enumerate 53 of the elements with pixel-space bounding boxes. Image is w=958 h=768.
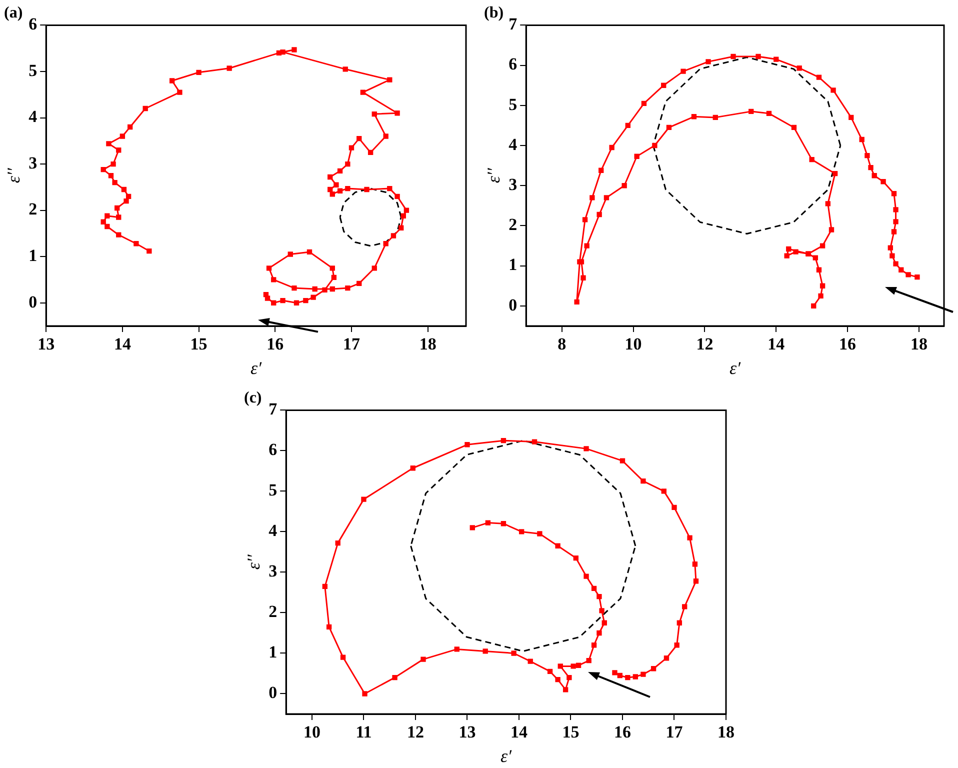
y-tick-label: 1	[268, 642, 278, 662]
y-tick-label: 3	[28, 153, 38, 172]
chart-title: (a)	[4, 4, 23, 22]
y-tick-label: 3	[268, 562, 278, 581]
x-tick-label: 17	[342, 334, 360, 354]
x-tick-label: 14	[114, 334, 132, 354]
y-tick-label: 6	[508, 54, 518, 74]
x-tick-label: 13	[458, 722, 476, 742]
x-tick-label: 16	[839, 334, 856, 354]
y-tick-label: 0	[28, 292, 38, 312]
x-axis-title: ε′	[250, 358, 263, 378]
y-tick-label: 2	[268, 602, 278, 622]
y-tick-label: 0	[508, 295, 518, 314]
y-tick-label: 2	[508, 215, 518, 234]
x-tick-label: 11	[356, 722, 372, 742]
y-axis-title: ε′′	[4, 167, 24, 184]
y-tick-label: 4	[28, 107, 38, 126]
y-tick-label: 4	[268, 521, 278, 540]
x-tick-label: 12	[406, 722, 424, 742]
y-tick-label: 5	[28, 60, 38, 80]
x-tick-label: 14	[768, 334, 786, 354]
x-tick-label: 16	[266, 334, 284, 354]
y-tick-label: 2	[28, 200, 38, 219]
x-tick-label: 17	[666, 722, 684, 742]
y-tick-label: 6	[28, 14, 38, 34]
chart-title: (c)	[244, 390, 262, 407]
y-tick-label: 7	[508, 14, 518, 34]
x-tick-label: 8	[558, 334, 566, 354]
chart-title: (b)	[484, 4, 504, 22]
x-axis-title: ε′	[730, 358, 742, 378]
y-axis-title: ε′′	[484, 167, 504, 184]
x-tick-label: 13	[38, 334, 55, 354]
y-tick-label: 5	[268, 480, 278, 500]
x-tick-label: 15	[190, 334, 208, 354]
y-tick-label: 6	[268, 440, 278, 460]
y-tick-label: 0	[268, 683, 278, 702]
x-tick-label: 18	[910, 334, 928, 354]
x-tick-label: 12	[696, 334, 714, 354]
y-axis-title: ε′′	[244, 554, 264, 570]
x-tick-label: 18	[419, 334, 436, 354]
y-tick-label: 5	[508, 94, 518, 114]
y-tick-label: 3	[508, 175, 518, 194]
x-tick-label: 15	[562, 722, 580, 742]
y-tick-label: 1	[508, 255, 518, 274]
x-tick-label: 10	[303, 722, 320, 742]
x-tick-label: 10	[624, 334, 642, 354]
y-tick-label: 7	[268, 400, 278, 419]
x-tick-label: 18	[718, 722, 734, 742]
x-axis-title: ε′	[500, 746, 513, 766]
y-tick-label: 1	[28, 246, 38, 265]
x-tick-label: 14	[510, 722, 528, 742]
x-tick-label: 16	[614, 722, 631, 742]
y-tick-label: 4	[508, 134, 518, 154]
